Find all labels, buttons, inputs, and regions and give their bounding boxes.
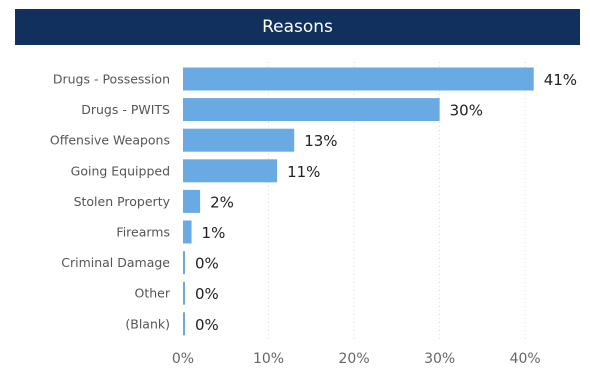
category-label: Offensive Weapons <box>50 133 170 148</box>
category-label: Criminal Damage <box>61 255 170 270</box>
bar <box>183 251 185 275</box>
x-tick-label: 40% <box>510 351 541 367</box>
category-label: Firearms <box>116 225 170 240</box>
bar <box>183 128 295 152</box>
data-label: 41% <box>544 71 577 89</box>
bar <box>183 159 278 183</box>
x-tick-label: 30% <box>424 351 455 367</box>
bar <box>183 281 185 305</box>
bar <box>183 189 201 213</box>
bar <box>183 312 185 336</box>
category-label: Drugs - PWITS <box>81 102 170 117</box>
x-tick-label: 0% <box>172 351 194 367</box>
x-tick-label: 10% <box>253 351 284 367</box>
bar <box>183 98 440 122</box>
bar <box>183 220 192 244</box>
chart-title: Reasons <box>262 17 333 37</box>
data-label: 0% <box>195 255 219 273</box>
data-label: 11% <box>287 163 320 181</box>
category-label: Going Equipped <box>71 163 170 178</box>
category-label: Stolen Property <box>74 194 171 209</box>
bar <box>183 67 534 91</box>
data-label: 1% <box>202 224 226 242</box>
data-label: 30% <box>450 102 483 120</box>
chart-title-bar: Reasons <box>15 9 580 45</box>
data-label: 2% <box>210 193 234 211</box>
data-label: 13% <box>304 132 337 150</box>
data-label: 0% <box>195 316 219 334</box>
category-label: (Blank) <box>125 316 170 331</box>
data-label: 0% <box>195 285 219 303</box>
x-tick-label: 20% <box>339 351 370 367</box>
category-label: Drugs - Possession <box>53 72 170 87</box>
category-label: Other <box>135 286 171 301</box>
